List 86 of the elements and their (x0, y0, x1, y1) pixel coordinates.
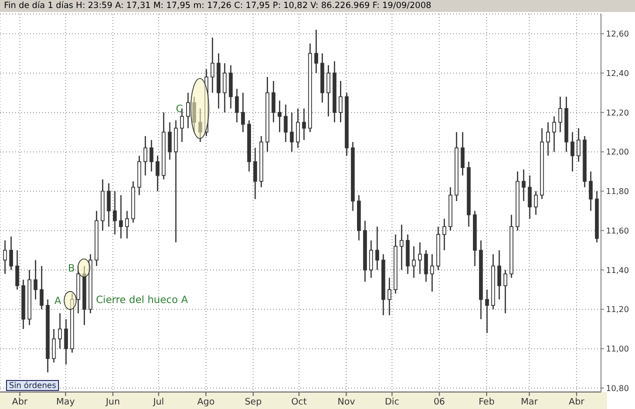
candlestick (241, 92, 245, 133)
candlestick (278, 100, 282, 133)
x-tick-label: Abr (12, 397, 28, 408)
candlestick (552, 116, 556, 152)
x-tick-label: Abr (568, 397, 585, 408)
x-tick-label: Nov (337, 397, 356, 408)
candlestick (168, 122, 172, 160)
candlestick (460, 132, 465, 176)
candlestick (52, 328, 56, 364)
candlestick (369, 240, 374, 278)
annotation: Sin órdenes (6, 380, 60, 391)
x-tick-label: May (56, 397, 76, 408)
annotation: C (176, 104, 183, 116)
candlestick (485, 289, 489, 334)
candlestick (64, 318, 68, 366)
candlestick (424, 250, 428, 282)
x-tick-label: Ago (197, 397, 216, 408)
y-tick-label: 10,80 (606, 384, 629, 393)
chart-title: Fin de día 1 días H: 23:59 A: 17,31 M: 17,95 m: 17,26 C: 17,95 P: 10,82 V: 86.226.969 F: 19/09/2008 (0, 0, 635, 12)
candlestick (125, 210, 129, 240)
candlestick (497, 250, 502, 300)
candlestick (156, 155, 160, 192)
candlestick (314, 29, 318, 74)
x-tick-label: Mar (520, 397, 538, 408)
candlestick (112, 190, 117, 236)
candlestick (143, 135, 148, 176)
candlestick (106, 182, 111, 228)
candlestick (412, 246, 416, 278)
candlestick (534, 190, 538, 216)
candlestick (522, 168, 526, 202)
candlestick (210, 37, 214, 94)
x-tick-label: Feb (478, 397, 495, 408)
y-tick-label: 12,40 (606, 68, 629, 78)
candlestick (418, 242, 422, 274)
candlestick (40, 265, 44, 310)
candlestick (296, 108, 300, 148)
y-tick-label: 11,20 (606, 305, 629, 314)
candlestick (58, 312, 62, 350)
candlestick (400, 224, 404, 271)
x-tick-label: Jun (104, 397, 120, 408)
x-tick-label: Oct (291, 397, 308, 408)
annotation: Cierre del hueco A (96, 295, 188, 306)
candlestick (284, 104, 288, 143)
candlestick (174, 120, 178, 243)
candlestick (576, 128, 580, 162)
x-tick-label: Sep (244, 397, 262, 408)
candlestick (570, 132, 574, 172)
candlestick (272, 80, 276, 123)
candlestick (388, 277, 392, 316)
candlestick (290, 112, 294, 152)
candlestick (546, 122, 550, 156)
candlestick (558, 96, 562, 133)
x-tick-label: Dic (384, 397, 400, 408)
annotation: B (68, 264, 76, 275)
candlestick (375, 226, 380, 271)
x-tick-label: Jul (152, 397, 164, 408)
y-tick-label: 11,80 (606, 187, 629, 196)
annotation: A (54, 296, 62, 308)
candlestick (528, 174, 532, 220)
candlestick (503, 269, 508, 314)
candlestick (192, 96, 196, 133)
candlestick (326, 64, 330, 117)
candlestick (228, 64, 233, 110)
y-tick-label: 11,60 (606, 226, 629, 236)
candlestick (119, 194, 123, 240)
candlestick (34, 259, 38, 300)
x-tick-label: 06 (434, 397, 446, 408)
y-tick-label: 12,20 (606, 108, 629, 118)
candlestick (198, 108, 202, 143)
candlestick (9, 236, 14, 271)
y-tick-label: 11,00 (606, 344, 629, 354)
y-tick-label: 12,60 (606, 30, 629, 39)
candlestick (3, 240, 7, 274)
candlestick (15, 250, 20, 290)
candlestick (150, 139, 154, 172)
candlestick (442, 218, 446, 251)
candlestick (234, 88, 239, 123)
candlestick (338, 80, 343, 123)
candlestick (588, 170, 593, 212)
candlestick (186, 92, 190, 129)
candlestick (253, 147, 258, 200)
y-tick-label: 12,00 (606, 148, 629, 157)
candlestick (222, 62, 227, 114)
y-tick-label: 11,40 (606, 266, 629, 275)
candlestick (302, 108, 306, 141)
candlestick (430, 254, 434, 292)
